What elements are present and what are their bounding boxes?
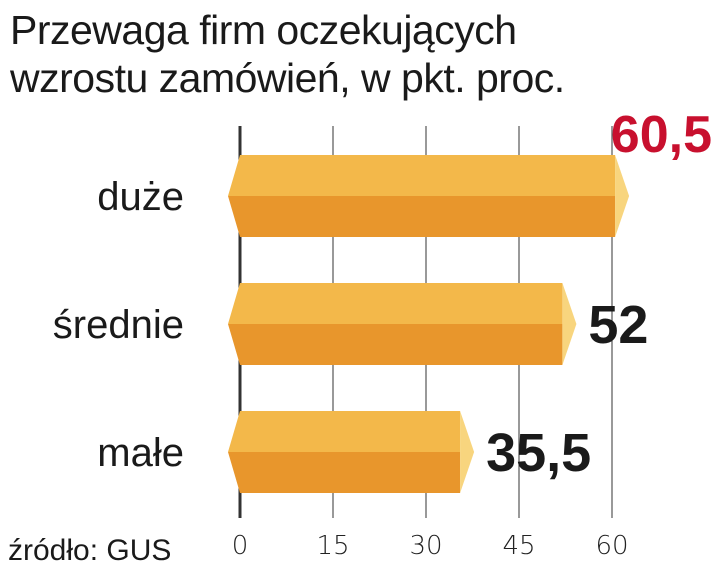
bar-cap [460,411,475,493]
x-tick-label: 60 [595,531,628,561]
category-label: duże [97,175,184,219]
bar-shade [228,196,616,237]
bar [228,283,563,324]
bar-shade [228,324,563,365]
bar-shade [228,452,461,493]
bar-cap [615,155,630,237]
bar-group: średnie 52 [53,283,648,365]
value-label: 60,5 [611,106,712,164]
x-tick-label: 15 [316,531,349,561]
source-note: źródło: GUS [8,534,172,567]
bar [228,411,461,452]
chart-title-line-1: Przewaga firm oczekujących [10,7,517,53]
x-tick-label: 0 [232,531,249,561]
bar-group: duże 60,5 [97,106,712,237]
category-label: małe [97,431,184,475]
x-tick-label: 30 [409,531,442,561]
bar [228,155,616,196]
category-label: średnie [53,303,184,347]
bar-group: małe 35,5 [97,411,591,493]
value-label: 52 [588,295,648,355]
x-axis-ticks: 0 15 30 45 60 [232,531,629,561]
bars: duże 60,5 średnie 52 małe 35,5 [53,106,712,493]
value-label: 35,5 [486,423,591,483]
chart-title-line-2: wzrostu zamówień, w pkt. proc. [10,55,565,101]
chart-title: Przewaga firm oczekujących wzrostu zamów… [10,6,710,102]
x-tick-label: 45 [502,531,535,561]
bar-cap [562,283,577,365]
